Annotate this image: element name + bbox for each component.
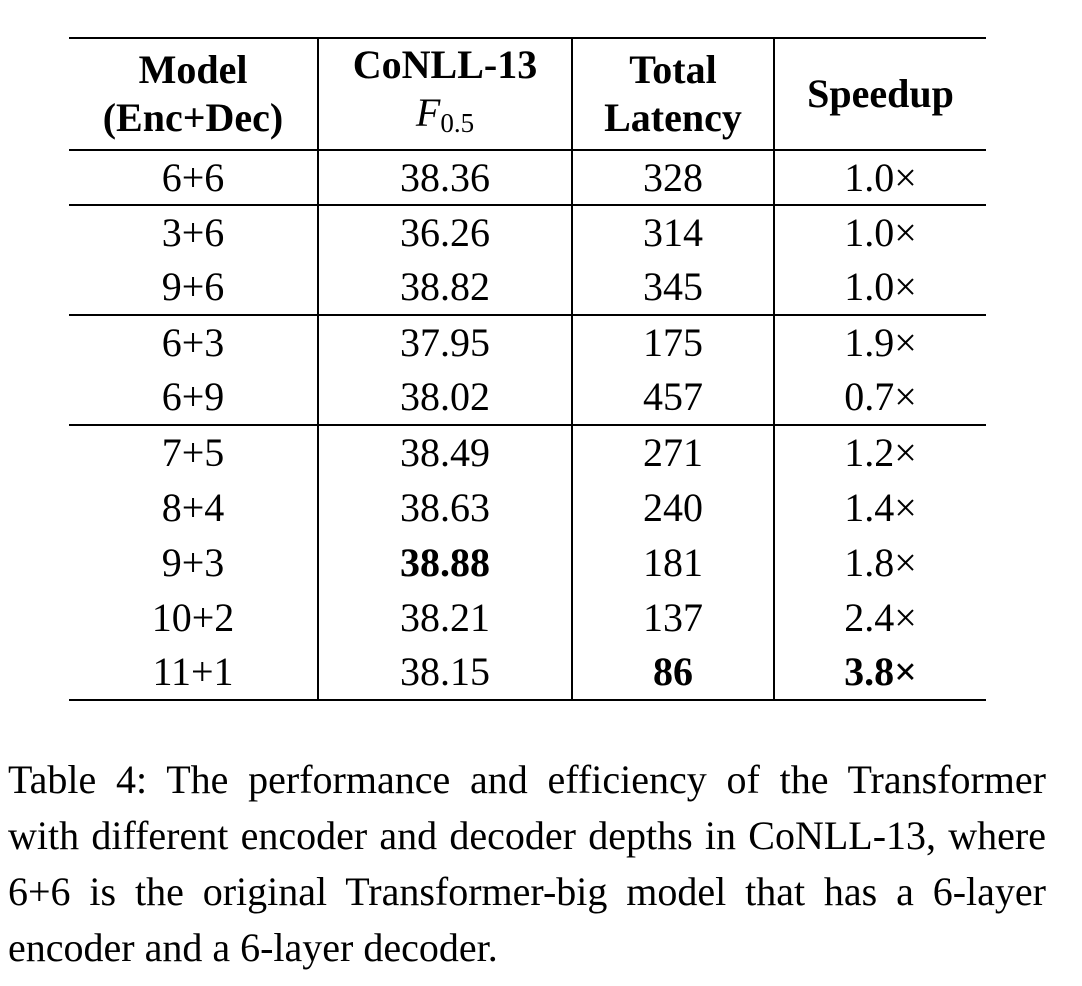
cell-speedup-best: 3.8× bbox=[773, 645, 986, 700]
table-row: 6+6 38.36 328 1.0× bbox=[69, 150, 986, 205]
table-row: 9+6 38.82 345 1.0× bbox=[69, 260, 986, 315]
cell-f05: 38.63 bbox=[317, 480, 572, 535]
cell-latency: 457 bbox=[571, 370, 774, 425]
table-group-4: 7+5 38.49 271 1.2× 8+4 38.63 240 1.4× 9+… bbox=[69, 425, 986, 700]
cell-latency: 345 bbox=[571, 260, 774, 315]
cell-f05-best: 38.88 bbox=[317, 535, 572, 590]
cell-speedup: 1.9× bbox=[773, 315, 986, 370]
cell-latency: 314 bbox=[571, 205, 774, 260]
cell-model: 7+5 bbox=[161, 430, 225, 475]
table-row: 3+6 36.26 314 1.0× bbox=[69, 205, 986, 260]
cell-model: 8+4 bbox=[161, 484, 225, 530]
cell-speedup: 2.4× bbox=[773, 590, 986, 645]
table-group-1: 6+6 38.36 328 1.0× bbox=[69, 150, 986, 205]
header-conll: CoNLL-13 F0.5 bbox=[317, 38, 572, 150]
header-row: Model (Enc+Dec) CoNLL-13 F0.5 Total Late… bbox=[69, 38, 986, 150]
table-group-2: 3+6 36.26 314 1.0× 9+6 38.82 345 1.0× bbox=[69, 205, 986, 315]
cell-model: 6+6 bbox=[161, 154, 225, 200]
header-latency-line1: Total bbox=[629, 47, 717, 92]
header-model-line2: (Enc+Dec) bbox=[102, 95, 284, 140]
table-row: 7+5 38.49 271 1.2× bbox=[69, 425, 986, 480]
table-row: 6+3 37.95 175 1.9× bbox=[69, 315, 986, 370]
cell-latency: 137 bbox=[571, 590, 774, 645]
cell-f05: 37.95 bbox=[317, 315, 572, 370]
table-row: 9+3 38.88 181 1.8× bbox=[69, 535, 986, 590]
cell-model: 9+3 bbox=[161, 539, 225, 585]
table-row: 8+4 38.63 240 1.4× bbox=[69, 480, 986, 535]
cell-model: 11+1 bbox=[152, 649, 234, 694]
header-f05-subscript: 0.5 bbox=[440, 108, 475, 138]
cell-model: 6+3 bbox=[161, 320, 225, 365]
cell-speedup: 1.0× bbox=[773, 260, 986, 315]
cell-f05: 38.21 bbox=[317, 590, 572, 645]
cell-latency: 181 bbox=[571, 535, 774, 590]
cell-speedup: 1.8× bbox=[773, 535, 986, 590]
header-conll-line1: CoNLL-13 bbox=[352, 42, 538, 87]
cell-speedup: 1.2× bbox=[773, 425, 986, 480]
cell-f05: 38.49 bbox=[317, 425, 572, 480]
header-model: Model (Enc+Dec) bbox=[69, 38, 318, 150]
table-row: 10+2 38.21 137 2.4× bbox=[69, 590, 986, 645]
cell-model: 6+9 bbox=[161, 374, 225, 419]
cell-f05: 36.26 bbox=[317, 205, 572, 260]
table-caption: Table 4: The performance and efficiency … bbox=[8, 757, 1046, 970]
results-table: Model (Enc+Dec) CoNLL-13 F0.5 Total Late… bbox=[69, 37, 986, 701]
header-latency-line2: Latency bbox=[604, 95, 742, 140]
table-group-3: 6+3 37.95 175 1.9× 6+9 38.02 457 0.7× bbox=[69, 315, 986, 425]
cell-model: 10+2 bbox=[151, 594, 235, 640]
cell-speedup: 1.0× bbox=[773, 205, 986, 260]
cell-latency: 328 bbox=[571, 150, 774, 205]
cell-latency: 240 bbox=[571, 480, 774, 535]
cell-speedup: 1.4× bbox=[773, 480, 986, 535]
table-row: 6+9 38.02 457 0.7× bbox=[69, 370, 986, 425]
header-f05-symbol: F bbox=[415, 90, 441, 135]
table-header: Model (Enc+Dec) CoNLL-13 F0.5 Total Late… bbox=[69, 38, 986, 150]
header-latency: Total Latency bbox=[571, 38, 774, 150]
cell-latency: 271 bbox=[571, 425, 774, 480]
cell-f05: 38.82 bbox=[317, 260, 572, 315]
cell-model: 9+6 bbox=[161, 264, 225, 309]
header-model-line1: Model bbox=[138, 47, 248, 92]
cell-speedup: 1.0× bbox=[773, 150, 986, 205]
cell-f05: 38.36 bbox=[317, 150, 572, 205]
header-speedup: Speedup bbox=[773, 38, 986, 150]
cell-f05: 38.02 bbox=[317, 370, 572, 425]
cell-model: 3+6 bbox=[161, 210, 225, 255]
cell-f05: 38.15 bbox=[317, 645, 572, 700]
cell-latency-best: 86 bbox=[571, 645, 774, 700]
header-f05: F0.5 bbox=[319, 89, 571, 147]
cell-speedup: 0.7× bbox=[773, 370, 986, 425]
table-row: 11+1 38.15 86 3.8× bbox=[69, 645, 986, 700]
cell-latency: 175 bbox=[571, 315, 774, 370]
